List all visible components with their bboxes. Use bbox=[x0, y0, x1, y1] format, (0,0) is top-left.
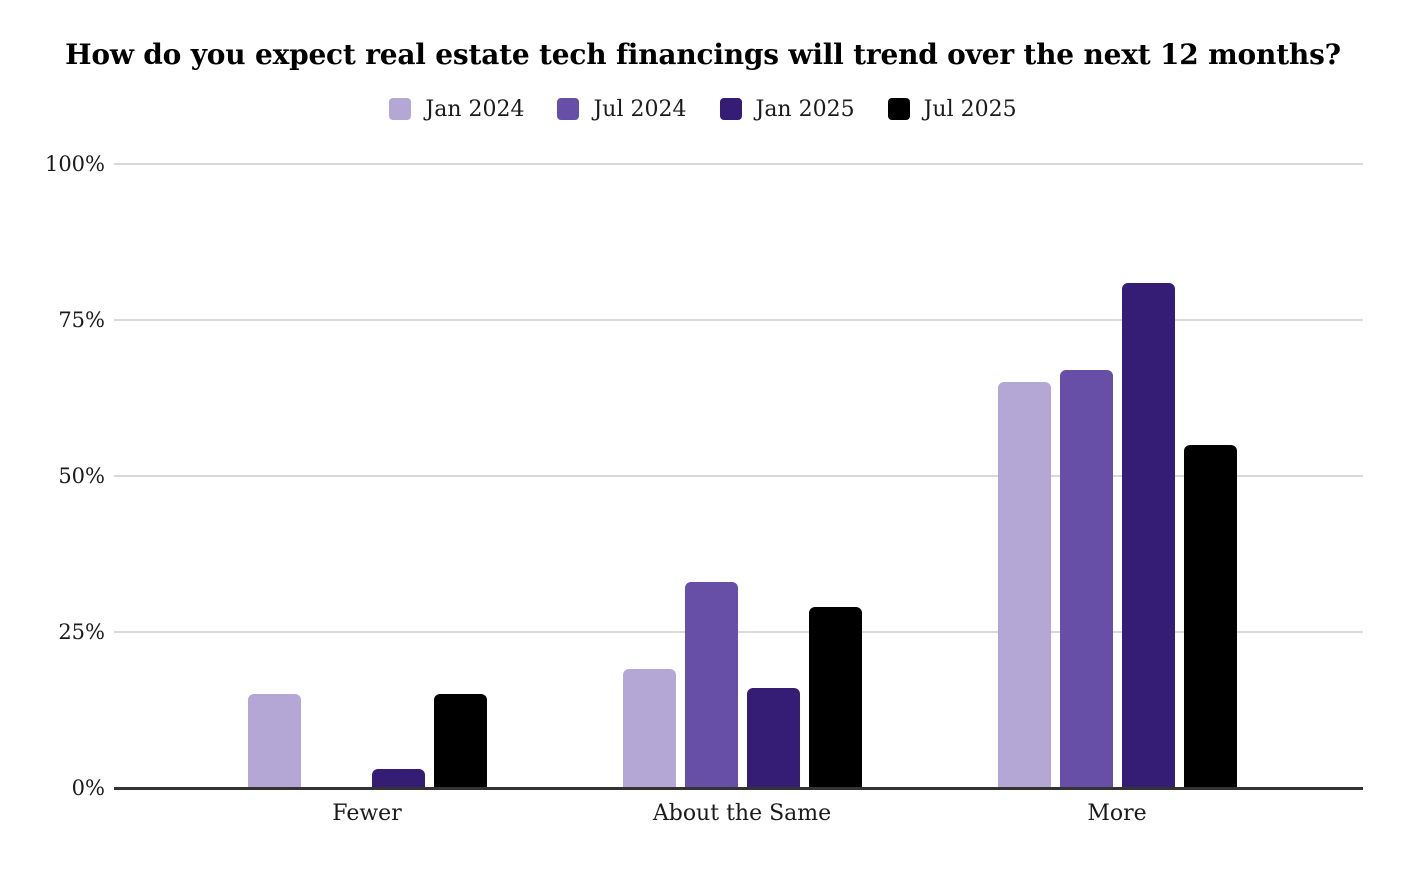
legend-item-jul-2024: Jul 2024 bbox=[557, 96, 687, 122]
bar-jul-2025-fewer bbox=[433, 694, 487, 788]
legend-item-jul-2025: Jul 2025 bbox=[887, 96, 1017, 122]
bar-jul-2024-about-the-same bbox=[684, 582, 738, 788]
bar-jan-2025-fewer bbox=[371, 769, 425, 788]
bar-jul-2025-more bbox=[1183, 444, 1237, 788]
x-axis-baseline bbox=[114, 787, 1363, 790]
legend-swatch-jan-2025 bbox=[719, 98, 742, 120]
legend-swatch-jul-2025 bbox=[887, 98, 910, 120]
category-label-more: More bbox=[1087, 801, 1147, 826]
chart-legend: Jan 2024 Jul 2024 Jan 2025 Jul 2025 bbox=[0, 94, 1406, 124]
y-tick-label-25: 25% bbox=[58, 620, 105, 644]
legend-item-jan-2024: Jan 2024 bbox=[389, 97, 524, 122]
gridline-100 bbox=[114, 163, 1363, 165]
bar-jan-2024-more bbox=[997, 382, 1051, 788]
gridline-25 bbox=[114, 631, 1363, 633]
category-label-about-the-same: About the Same bbox=[652, 801, 832, 826]
bar-jan-2025-more bbox=[1121, 282, 1175, 788]
legend-swatch-jul-2024 bbox=[557, 98, 580, 120]
legend-swatch-jan-2024 bbox=[389, 98, 412, 120]
legend-item-jan-2025: Jan 2025 bbox=[719, 96, 855, 122]
y-tick-label-75: 75% bbox=[58, 308, 105, 332]
y-tick-label-100: 100% bbox=[44, 152, 105, 176]
bar-jul-2024-more bbox=[1059, 369, 1113, 788]
y-tick-label-50: 50% bbox=[58, 464, 105, 488]
legend-label-jan-2024: Jan 2024 bbox=[425, 96, 525, 122]
bar-jan-2025-about-the-same bbox=[746, 688, 800, 788]
bar-jan-2024-fewer bbox=[247, 694, 301, 788]
legend-label-jul-2025: Jul 2025 bbox=[923, 96, 1017, 122]
gridline-75 bbox=[114, 319, 1363, 321]
category-label-fewer: Fewer bbox=[332, 801, 402, 826]
y-tick-label-0: 0% bbox=[71, 776, 105, 800]
bar-jan-2024-about-the-same bbox=[622, 669, 676, 788]
bar-jul-2025-about-the-same bbox=[808, 607, 862, 788]
gridline-50 bbox=[114, 475, 1363, 477]
legend-label-jul-2024: Jul 2024 bbox=[593, 96, 687, 122]
chart-title: How do you expect real estate tech finan… bbox=[65, 38, 1341, 71]
legend-label-jan-2025: Jan 2025 bbox=[755, 96, 855, 122]
